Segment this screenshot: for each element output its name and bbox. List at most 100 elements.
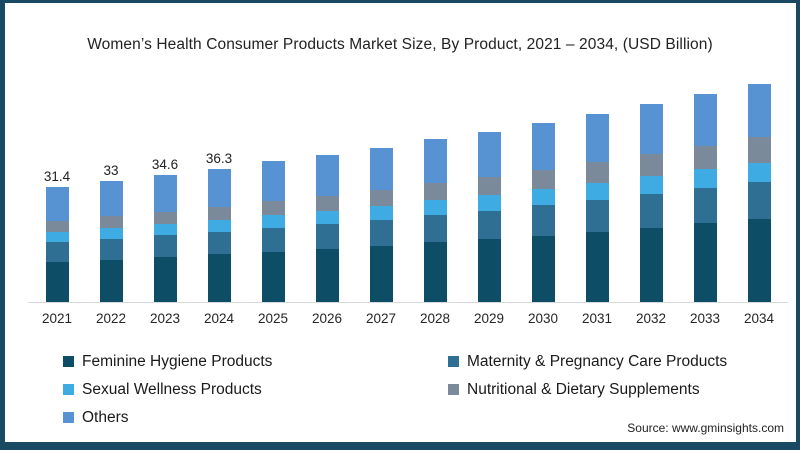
bar-segment [585,231,609,302]
x-axis-label: 2029 [473,311,505,326]
bar-segment [423,139,447,183]
stacked-bar-2030 [531,123,555,302]
bar-segment [747,182,771,220]
bar-segment [639,104,663,154]
bar-segment [207,231,231,255]
bar-segment [531,235,555,302]
legend-item: Others [63,408,448,427]
bar-segment [693,169,717,188]
stacked-bar-2021 [45,187,69,302]
chart-title: Women’s Health Consumer Products Market … [87,36,713,53]
bar-total-label: 34.6 [151,157,179,173]
bar-segment [207,219,231,232]
x-axis-label: 2026 [311,311,343,326]
stacked-bar-2022 [99,181,123,302]
stacked-bar-2026 [315,154,339,302]
bar-segment [477,239,501,302]
legend-swatch-icon [63,384,74,395]
stacked-bar-2023 [153,175,177,302]
legend-label: Feminine Hygiene Products [82,352,273,370]
bar-segment [369,246,393,302]
stacked-bar-2024 [207,169,231,302]
bar-total-label: 33 [103,163,119,179]
bar-segment [639,176,663,195]
bar-segment [261,251,285,302]
bar-segment [531,123,555,170]
stacked-bar-2029 [477,132,501,302]
legend-label: Sexual Wellness Products [82,380,262,398]
bar-segment [747,137,771,163]
bar-segment [99,228,123,240]
bar-segment [585,199,609,232]
x-axis-label: 2025 [257,311,289,326]
bar-segment [207,169,231,207]
bar-total-label: 31.4 [43,169,71,185]
x-axis-label: 2028 [419,311,451,326]
legend-swatch-icon [63,356,74,367]
bar-segment [261,227,285,252]
bar-segment [153,224,177,236]
legend-item: Nutritional & Dietary Supplements [448,380,727,399]
x-axis-label: 2032 [635,311,667,326]
bar-segment [531,189,555,206]
bar-segment [153,256,177,302]
stacked-bar-2028 [423,139,447,302]
bar-segment [477,176,501,196]
bar-segment [585,183,609,200]
x-axis-label: 2021 [41,311,73,326]
bar-segment [45,242,69,262]
bar-segment [531,169,555,190]
x-axis-label: 2030 [527,311,559,326]
bar-segment [207,254,231,302]
bar-segment [99,181,123,217]
bar-segment [207,206,231,220]
bar-segment [261,161,285,201]
bar-segment [99,259,123,302]
bar-segment [423,214,447,243]
x-axis-line [28,302,788,303]
bar-segment [693,187,717,224]
bar-segment [477,132,501,177]
legend-swatch-icon [448,356,459,367]
bar-segment [45,221,69,233]
bar-segment [99,216,123,229]
x-axis-label: 2023 [149,311,181,326]
legend-label: Maternity & Pregnancy Care Products [467,352,728,370]
stacked-bar-2025 [261,161,285,302]
bar-total-label: 36.3 [205,151,233,167]
legend-swatch-icon [63,412,74,423]
x-axis-label: 2034 [743,311,775,326]
bar-segment [693,145,717,170]
bar-segment [693,223,717,302]
bar-segment [369,147,393,190]
bar-segment [315,224,339,249]
bar-segment [153,235,177,257]
stacked-bar-2027 [369,147,393,302]
source-note: Source: www.gminsights.com [627,421,784,435]
bar-segment [585,162,609,184]
bar-segment [261,200,285,215]
legend-label: Others [82,408,129,426]
bar-segment [639,153,663,177]
bar-segment [639,227,663,302]
x-axis-label: 2024 [203,311,235,326]
bar-segment [153,211,177,225]
bar-segment [261,214,285,228]
bar-segment [45,232,69,243]
bar-segment [315,248,339,302]
bar-segment [639,194,663,228]
stacked-bar-2032 [639,104,663,302]
bar-segment [747,219,771,302]
bar-segment [477,210,501,240]
bar-segment [315,154,339,196]
bar-segment [693,94,717,146]
legend-swatch-icon [448,384,459,395]
bar-segment [369,189,393,206]
bar-segment [45,261,69,302]
bar-segment [477,195,501,211]
stacked-bar-2034 [747,83,771,302]
stacked-bar-2031 [585,113,609,302]
bar-segment [585,113,609,163]
legend-item: Sexual Wellness Products [63,380,448,399]
